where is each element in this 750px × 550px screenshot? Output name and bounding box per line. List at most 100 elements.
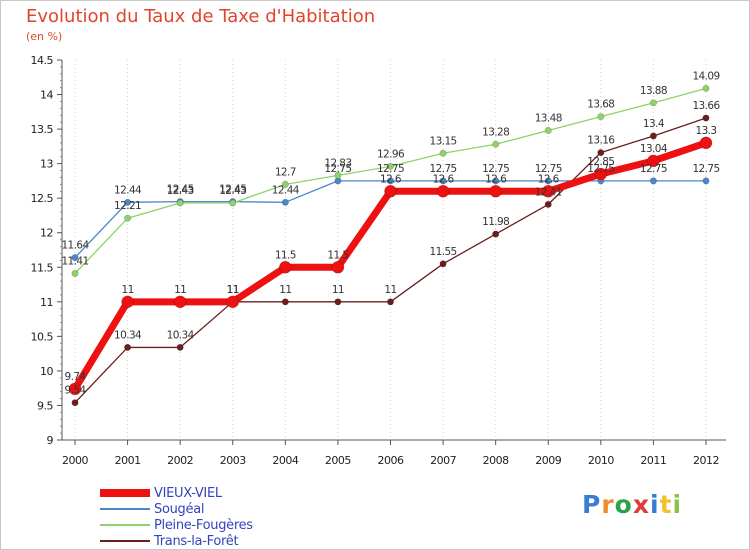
data-point [334,171,342,179]
data-point [702,177,710,185]
data-point [229,199,237,207]
legend-item-sougeal: Sougéal [100,501,253,517]
x-tick-label: 2002 [167,454,193,467]
y-tick-label: 13.5 [31,123,54,136]
chart-title: Evolution du Taux de Taxe d'Habitation [26,6,376,27]
data-point [594,167,608,181]
legend-swatch [100,489,150,497]
data-label: 11 [174,284,186,296]
legend-item-pleine-fougeres: Pleine-Fougères [100,517,253,533]
data-label: 13.68 [587,99,614,111]
data-label: 12.6 [485,173,507,185]
series-pleine-fougeres [71,84,710,277]
data-point [68,382,82,396]
data-label: 11.5 [327,249,348,261]
logo-letter: r [601,490,615,519]
data-label: 12.75 [377,163,404,175]
data-point [699,136,713,150]
data-point [702,84,710,92]
legend-swatch [100,540,150,542]
x-tick-label: 2012 [693,454,719,467]
data-point [281,180,289,188]
data-point [492,177,500,185]
y-tick-label: 13 [40,158,53,171]
data-point [439,260,447,268]
data-point [71,399,79,407]
data-label: 11 [121,284,133,296]
x-tick-label: 2008 [483,454,509,467]
x-tick-label: 2005 [325,454,351,467]
logo-letter: i [650,490,660,519]
data-point [544,126,552,134]
data-label: 13.16 [587,135,615,147]
legend-item-trans-la-foret: Trans-la-Forêt [100,533,253,549]
logo-letter: t [659,490,673,519]
data-point [281,198,289,206]
legend-swatch [100,524,150,526]
logo-letter: o [614,490,633,519]
data-point [492,140,500,148]
axes: 9 9.5 10 10.5 11 11.5 12 12.5 13 13.5 14 14.5 2000 20… [31,54,726,467]
legend: VIEUX-VIEL Sougéal Pleine-Fougères Trans-la… [100,485,253,549]
data-label: 12.75 [692,163,719,175]
y-tick-label: 12.5 [31,192,54,205]
data-point [597,113,605,121]
data-point [124,198,132,206]
x-tick-label: 2006 [378,454,404,467]
proxiti-logo: Proxiti [582,490,682,519]
data-point [436,184,450,198]
data-point [489,184,502,198]
x-tick-label: 2011 [640,454,666,467]
chart-unit: (en %) [26,30,63,43]
data-point [649,99,657,107]
data-point [702,114,710,122]
data-label: 11.98 [482,216,509,228]
data-label: 12.75 [535,163,562,175]
data-label: 11.55 [430,246,457,258]
data-point [124,343,132,351]
data-label: 12.45 [219,184,246,196]
y-tick-label: 9 [47,434,54,447]
data-label: 12.43 [219,185,246,197]
y-tick-label: 14.5 [31,54,54,67]
data-label: 10.34 [114,329,142,341]
data-point [597,149,605,157]
data-point [439,149,447,157]
data-point [71,269,79,277]
grid [74,60,707,440]
data-point [226,295,240,309]
logo-letter: x [632,490,650,519]
data-point [331,260,345,274]
data-label: 12.85 [587,156,614,168]
x-tick-label: 2004 [272,454,298,467]
legend-label: Sougéal [154,501,205,517]
data-label: 10.34 [167,329,195,341]
series-trans-la-foret [71,114,710,407]
data-label: 12.44 [114,184,142,196]
logo-letter: i [672,490,683,519]
data-label: 12.45 [167,184,194,196]
data-point [386,162,394,170]
y-tick-label: 10.5 [31,330,54,343]
y-tick-label: 12 [40,227,53,240]
data-label: 12.41 [535,186,562,198]
data-label: 11.41 [61,255,88,267]
data-label: 13.4 [643,118,665,130]
data-point [647,154,660,168]
y-tick-label: 9.5 [37,399,53,412]
y-tick-label: 11.5 [31,261,54,274]
data-labels: 11.64 12.44 12.45 12.45 12.44 12.75 12.75 12.75… [61,70,721,396]
data-label: 11 [332,284,344,296]
data-label: 12.6 [538,173,560,185]
data-label: 13.48 [535,112,562,124]
data-label: 11.5 [275,249,296,261]
data-label: 12.43 [167,185,194,197]
data-label: 12.75 [640,163,667,175]
data-label: 13.66 [692,100,720,112]
data-label: 12.83 [324,157,351,169]
data-label: 9.74 [65,371,87,383]
y-tick-label: 10 [40,365,53,378]
legend-swatch [100,508,150,510]
